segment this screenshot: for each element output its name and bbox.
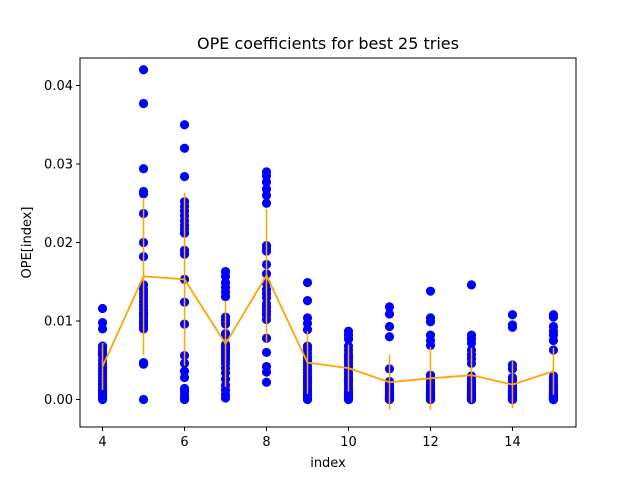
data-point — [179, 120, 190, 130]
data-point — [179, 171, 190, 182]
data-point — [302, 394, 313, 405]
data-point — [138, 394, 149, 405]
data-point — [97, 303, 108, 314]
data-point — [343, 334, 354, 344]
data-point — [97, 394, 108, 405]
data-point — [261, 347, 272, 358]
data-point — [261, 198, 272, 208]
data-point — [343, 394, 354, 405]
data-point — [261, 177, 272, 187]
y-tick-label: 0.01 — [44, 315, 73, 330]
data-point — [548, 394, 559, 405]
x-tick-label: 4 — [98, 435, 106, 450]
data-point — [466, 280, 477, 290]
x-tick-label: 8 — [262, 435, 270, 450]
data-point — [138, 98, 149, 109]
data-point — [261, 377, 272, 387]
ticks-layer: 4 6 8 10 12 14 0.00 0.01 0.02 0.03 0.04 — [44, 79, 521, 450]
data-point — [302, 277, 313, 288]
data-point — [384, 332, 395, 342]
data-point — [548, 336, 559, 346]
y-tick-label: 0.04 — [44, 79, 73, 94]
data-point — [220, 292, 231, 302]
data-point — [179, 394, 190, 405]
data-point — [384, 321, 395, 332]
marks-layer — [97, 65, 559, 410]
data-point — [138, 359, 149, 369]
chart-title: OPE coefficients for best 25 tries — [197, 34, 459, 53]
x-tick-label: 10 — [340, 435, 357, 450]
data-point — [302, 325, 313, 335]
x-axis-label: index — [310, 456, 346, 471]
data-point — [384, 302, 395, 312]
data-point — [507, 322, 518, 332]
data-point — [466, 338, 477, 348]
data-point — [138, 65, 149, 75]
data-point — [261, 190, 272, 200]
x-tick-label: 14 — [504, 435, 521, 450]
data-point — [302, 295, 313, 306]
data-point — [384, 309, 395, 319]
x-tick-label: 12 — [422, 435, 439, 450]
data-point — [425, 286, 436, 296]
y-tick-label: 0.03 — [44, 157, 73, 172]
data-point — [425, 340, 436, 350]
data-point — [548, 312, 559, 322]
data-point — [261, 367, 272, 377]
data-point — [220, 393, 231, 403]
y-tick-label: 0.02 — [44, 236, 73, 251]
data-point — [97, 324, 108, 334]
data-point — [507, 310, 518, 320]
y-tick-label: 0.00 — [44, 393, 73, 408]
y-axis-label: OPE[index] — [20, 207, 35, 279]
data-point — [179, 372, 190, 383]
data-point — [425, 317, 436, 327]
data-point — [138, 189, 149, 199]
data-point — [138, 164, 149, 174]
data-point — [179, 143, 190, 153]
mean-line — [101, 274, 554, 386]
x-tick-label: 6 — [180, 435, 188, 450]
